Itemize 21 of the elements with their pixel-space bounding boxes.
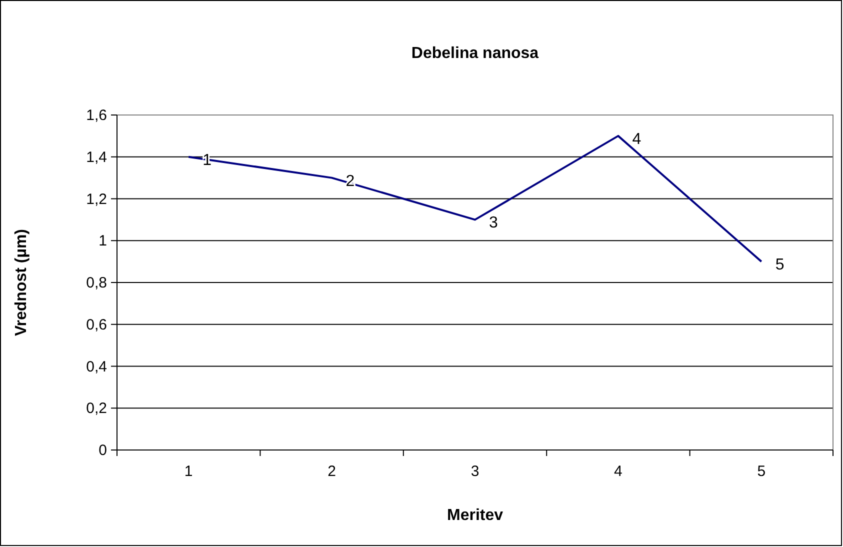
- chart-title: Debelina nanosa: [411, 45, 539, 62]
- y-tick-label: 0,2: [86, 400, 107, 418]
- x-tick-label: 2: [328, 463, 336, 480]
- x-tick-label: 1: [184, 463, 193, 480]
- y-tick-label: 0: [98, 442, 107, 459]
- x-tick-label: 5: [757, 463, 766, 480]
- y-tick-label: 0,6: [86, 316, 107, 334]
- y-tick-label: 1,4: [86, 148, 107, 166]
- x-axis-title: Meritev: [446, 507, 504, 524]
- y-tick-label: 0,8: [86, 274, 107, 292]
- annotation: 3: [489, 214, 498, 232]
- line-series: [188, 134, 762, 263]
- annotation: 5: [775, 256, 784, 274]
- y-tick-label: 1,6: [86, 107, 107, 124]
- y-tick-label: 0,4: [86, 358, 107, 376]
- y-axis-title: Vrednost (µm): [13, 228, 30, 336]
- y-tick-label: 1,2: [86, 190, 107, 208]
- y-tick-label: 1: [98, 232, 107, 250]
- annotation: 4: [632, 130, 642, 148]
- x-tick-label: 3: [470, 463, 480, 480]
- x-tick-label: 4: [614, 463, 622, 480]
